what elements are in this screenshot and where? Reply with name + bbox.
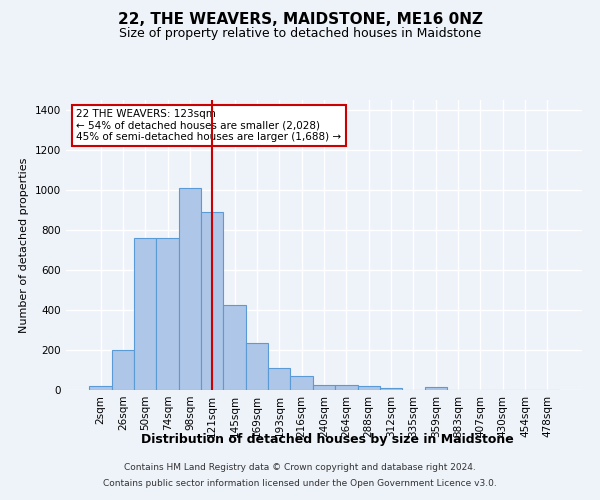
Bar <box>425 387 447 390</box>
Bar <box>134 238 157 390</box>
Bar <box>223 305 246 390</box>
Bar <box>290 376 313 390</box>
Text: Distribution of detached houses by size in Maidstone: Distribution of detached houses by size … <box>140 432 514 446</box>
Bar <box>157 238 179 390</box>
Text: 22, THE WEAVERS, MAIDSTONE, ME16 0NZ: 22, THE WEAVERS, MAIDSTONE, ME16 0NZ <box>118 12 482 28</box>
Text: Contains HM Land Registry data © Crown copyright and database right 2024.: Contains HM Land Registry data © Crown c… <box>124 464 476 472</box>
Bar <box>358 386 380 390</box>
Bar <box>313 385 335 390</box>
Text: 22 THE WEAVERS: 123sqm
← 54% of detached houses are smaller (2,028)
45% of semi-: 22 THE WEAVERS: 123sqm ← 54% of detached… <box>76 108 341 142</box>
Y-axis label: Number of detached properties: Number of detached properties <box>19 158 29 332</box>
Bar <box>246 343 268 390</box>
Bar <box>179 188 201 390</box>
Bar <box>89 386 112 390</box>
Bar <box>335 385 358 390</box>
Bar <box>268 368 290 390</box>
Bar <box>112 350 134 390</box>
Bar <box>201 212 223 390</box>
Text: Size of property relative to detached houses in Maidstone: Size of property relative to detached ho… <box>119 28 481 40</box>
Text: Contains public sector information licensed under the Open Government Licence v3: Contains public sector information licen… <box>103 478 497 488</box>
Bar <box>380 388 402 390</box>
